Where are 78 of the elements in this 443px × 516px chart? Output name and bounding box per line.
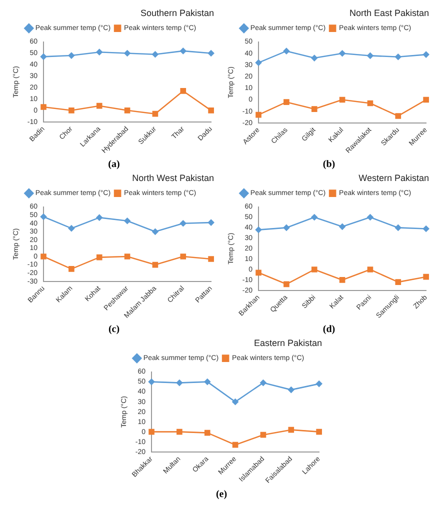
point bbox=[339, 96, 346, 103]
point bbox=[232, 442, 238, 448]
point bbox=[260, 432, 266, 438]
point bbox=[96, 214, 103, 221]
point bbox=[423, 274, 429, 280]
point bbox=[208, 108, 214, 114]
point bbox=[152, 262, 158, 268]
point bbox=[394, 54, 402, 60]
point bbox=[180, 220, 186, 227]
point bbox=[68, 108, 74, 114]
point bbox=[394, 224, 402, 231]
point bbox=[422, 51, 430, 58]
point bbox=[96, 254, 102, 260]
point bbox=[395, 113, 402, 119]
point bbox=[367, 214, 374, 220]
point bbox=[316, 428, 322, 435]
point bbox=[339, 50, 346, 57]
point bbox=[367, 52, 374, 59]
point bbox=[152, 110, 158, 117]
point bbox=[287, 386, 294, 393]
point bbox=[40, 254, 46, 260]
chart-title: Southern Pakistan bbox=[140, 8, 214, 18]
point bbox=[339, 224, 346, 230]
point bbox=[124, 254, 130, 260]
point bbox=[96, 48, 103, 56]
point bbox=[68, 52, 75, 59]
text: (d) bbox=[322, 324, 336, 335]
point bbox=[40, 104, 46, 110]
chart-title: Western Pakistan bbox=[358, 172, 429, 183]
point bbox=[124, 108, 130, 114]
point bbox=[256, 270, 262, 276]
point bbox=[96, 102, 102, 109]
point bbox=[40, 214, 47, 220]
point bbox=[68, 225, 75, 232]
chart-title: North West Pakistan bbox=[132, 172, 214, 183]
point bbox=[180, 48, 186, 54]
point bbox=[311, 54, 318, 62]
chart-title: North East Pakistan bbox=[349, 8, 429, 18]
point bbox=[284, 99, 290, 105]
point bbox=[311, 106, 318, 112]
point bbox=[311, 214, 318, 220]
point bbox=[152, 51, 158, 58]
point bbox=[204, 378, 210, 385]
point bbox=[395, 279, 402, 285]
point bbox=[311, 266, 318, 272]
point bbox=[40, 54, 47, 60]
point bbox=[208, 50, 214, 56]
point bbox=[422, 226, 430, 232]
point bbox=[204, 430, 210, 436]
point bbox=[255, 226, 262, 233]
point bbox=[124, 50, 130, 56]
point bbox=[148, 428, 154, 435]
point bbox=[255, 60, 262, 66]
point bbox=[283, 224, 290, 231]
point bbox=[315, 380, 322, 387]
chart-title: Eastern Pakistan bbox=[253, 338, 322, 348]
point bbox=[176, 428, 182, 435]
point bbox=[152, 228, 158, 235]
point bbox=[423, 96, 429, 103]
point bbox=[283, 48, 290, 54]
point bbox=[124, 218, 130, 224]
text: (a) bbox=[107, 159, 121, 170]
point bbox=[288, 426, 294, 433]
point bbox=[208, 219, 214, 226]
point bbox=[68, 266, 74, 272]
text: (b) bbox=[322, 159, 336, 170]
point bbox=[180, 254, 186, 260]
point bbox=[180, 88, 186, 94]
text: (c) bbox=[107, 324, 121, 335]
point bbox=[367, 100, 374, 106]
point bbox=[148, 378, 154, 385]
point bbox=[339, 277, 346, 283]
text: (e) bbox=[214, 489, 228, 500]
point bbox=[367, 266, 374, 272]
point bbox=[176, 380, 182, 386]
point bbox=[284, 281, 290, 288]
point bbox=[256, 112, 262, 118]
point bbox=[208, 256, 214, 262]
